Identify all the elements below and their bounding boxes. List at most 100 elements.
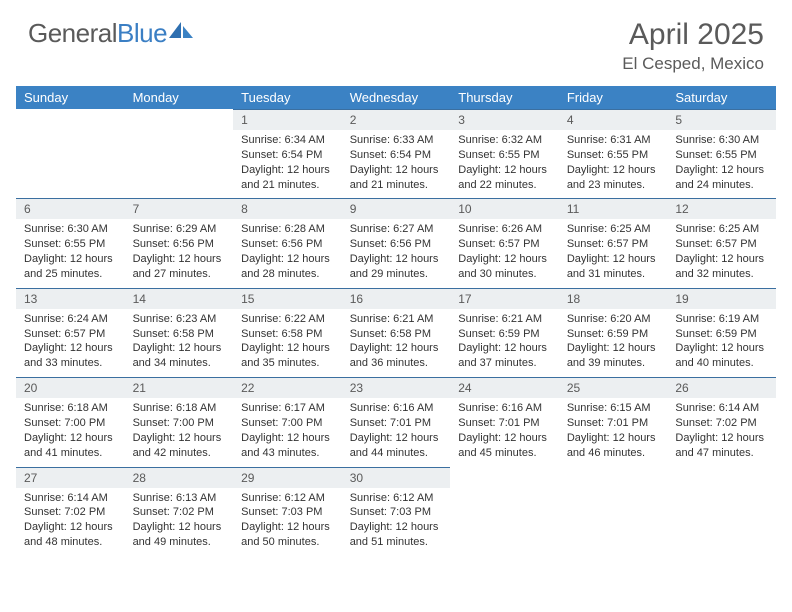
- calendar-cell: 10Sunrise: 6:26 AMSunset: 6:57 PMDayligh…: [450, 198, 559, 287]
- day-number: 28: [125, 467, 234, 488]
- logo-sail-icon: [167, 20, 195, 40]
- day-details: Sunrise: 6:18 AMSunset: 7:00 PMDaylight:…: [125, 398, 234, 466]
- weekday-header: Wednesday: [342, 86, 451, 109]
- logo: GeneralBlue: [28, 18, 195, 49]
- calendar-cell: 14Sunrise: 6:23 AMSunset: 6:58 PMDayligh…: [125, 288, 234, 377]
- calendar-cell: 20Sunrise: 6:18 AMSunset: 7:00 PMDayligh…: [16, 377, 125, 466]
- weekday-header-row: SundayMondayTuesdayWednesdayThursdayFrid…: [16, 86, 776, 109]
- weekday-header: Friday: [559, 86, 668, 109]
- day-details: Sunrise: 6:28 AMSunset: 6:56 PMDaylight:…: [233, 219, 342, 287]
- weekday-header: Tuesday: [233, 86, 342, 109]
- day-details: Sunrise: 6:21 AMSunset: 6:59 PMDaylight:…: [450, 309, 559, 377]
- day-number: 1: [233, 109, 342, 130]
- day-number: 6: [16, 198, 125, 219]
- day-number: 11: [559, 198, 668, 219]
- header: GeneralBlue April 2025 El Cesped, Mexico: [0, 0, 792, 82]
- day-number: 2: [342, 109, 451, 130]
- calendar-row: 6Sunrise: 6:30 AMSunset: 6:55 PMDaylight…: [16, 198, 776, 287]
- day-details: Sunrise: 6:23 AMSunset: 6:58 PMDaylight:…: [125, 309, 234, 377]
- day-details: Sunrise: 6:30 AMSunset: 6:55 PMDaylight:…: [667, 130, 776, 198]
- day-number: 21: [125, 377, 234, 398]
- day-number: 27: [16, 467, 125, 488]
- day-number: 17: [450, 288, 559, 309]
- calendar-cell: 29Sunrise: 6:12 AMSunset: 7:03 PMDayligh…: [233, 467, 342, 556]
- day-number: 13: [16, 288, 125, 309]
- calendar-body: 1Sunrise: 6:34 AMSunset: 6:54 PMDaylight…: [16, 109, 776, 556]
- calendar-cell: 2Sunrise: 6:33 AMSunset: 6:54 PMDaylight…: [342, 109, 451, 198]
- calendar-cell: 3Sunrise: 6:32 AMSunset: 6:55 PMDaylight…: [450, 109, 559, 198]
- calendar-cell: 28Sunrise: 6:13 AMSunset: 7:02 PMDayligh…: [125, 467, 234, 556]
- calendar-cell: 12Sunrise: 6:25 AMSunset: 6:57 PMDayligh…: [667, 198, 776, 287]
- calendar-cell: 16Sunrise: 6:21 AMSunset: 6:58 PMDayligh…: [342, 288, 451, 377]
- day-number: 18: [559, 288, 668, 309]
- day-number: 3: [450, 109, 559, 130]
- day-number: 5: [667, 109, 776, 130]
- calendar-row: 20Sunrise: 6:18 AMSunset: 7:00 PMDayligh…: [16, 377, 776, 466]
- day-details: Sunrise: 6:16 AMSunset: 7:01 PMDaylight:…: [342, 398, 451, 466]
- calendar-cell: 13Sunrise: 6:24 AMSunset: 6:57 PMDayligh…: [16, 288, 125, 377]
- day-details: Sunrise: 6:29 AMSunset: 6:56 PMDaylight:…: [125, 219, 234, 287]
- day-number: 7: [125, 198, 234, 219]
- calendar-cell: [667, 467, 776, 556]
- calendar-table: SundayMondayTuesdayWednesdayThursdayFrid…: [16, 86, 776, 556]
- month-title: April 2025: [622, 18, 764, 52]
- day-number: 20: [16, 377, 125, 398]
- calendar-cell: [559, 467, 668, 556]
- day-number: 24: [450, 377, 559, 398]
- weekday-header: Monday: [125, 86, 234, 109]
- calendar-cell: 26Sunrise: 6:14 AMSunset: 7:02 PMDayligh…: [667, 377, 776, 466]
- calendar-cell: 9Sunrise: 6:27 AMSunset: 6:56 PMDaylight…: [342, 198, 451, 287]
- day-details: Sunrise: 6:31 AMSunset: 6:55 PMDaylight:…: [559, 130, 668, 198]
- day-number: 23: [342, 377, 451, 398]
- day-number: 26: [667, 377, 776, 398]
- day-details: Sunrise: 6:26 AMSunset: 6:57 PMDaylight:…: [450, 219, 559, 287]
- day-details: Sunrise: 6:13 AMSunset: 7:02 PMDaylight:…: [125, 488, 234, 556]
- weekday-header: Thursday: [450, 86, 559, 109]
- calendar-cell: 27Sunrise: 6:14 AMSunset: 7:02 PMDayligh…: [16, 467, 125, 556]
- day-details: Sunrise: 6:25 AMSunset: 6:57 PMDaylight:…: [559, 219, 668, 287]
- calendar-row: 27Sunrise: 6:14 AMSunset: 7:02 PMDayligh…: [16, 467, 776, 556]
- day-details: Sunrise: 6:34 AMSunset: 6:54 PMDaylight:…: [233, 130, 342, 198]
- day-details: Sunrise: 6:16 AMSunset: 7:01 PMDaylight:…: [450, 398, 559, 466]
- weekday-header: Saturday: [667, 86, 776, 109]
- calendar-row: 13Sunrise: 6:24 AMSunset: 6:57 PMDayligh…: [16, 288, 776, 377]
- day-details: Sunrise: 6:19 AMSunset: 6:59 PMDaylight:…: [667, 309, 776, 377]
- logo-text: GeneralBlue: [28, 18, 167, 49]
- calendar-cell: 7Sunrise: 6:29 AMSunset: 6:56 PMDaylight…: [125, 198, 234, 287]
- calendar-cell: 18Sunrise: 6:20 AMSunset: 6:59 PMDayligh…: [559, 288, 668, 377]
- day-number: 8: [233, 198, 342, 219]
- day-details: Sunrise: 6:14 AMSunset: 7:02 PMDaylight:…: [667, 398, 776, 466]
- calendar-cell: 24Sunrise: 6:16 AMSunset: 7:01 PMDayligh…: [450, 377, 559, 466]
- logo-text-gray: General: [28, 18, 117, 48]
- calendar-cell: 8Sunrise: 6:28 AMSunset: 6:56 PMDaylight…: [233, 198, 342, 287]
- calendar-cell: 15Sunrise: 6:22 AMSunset: 6:58 PMDayligh…: [233, 288, 342, 377]
- day-details: Sunrise: 6:12 AMSunset: 7:03 PMDaylight:…: [342, 488, 451, 556]
- day-details: Sunrise: 6:17 AMSunset: 7:00 PMDaylight:…: [233, 398, 342, 466]
- day-number: 9: [342, 198, 451, 219]
- calendar-cell: 5Sunrise: 6:30 AMSunset: 6:55 PMDaylight…: [667, 109, 776, 198]
- day-details: Sunrise: 6:12 AMSunset: 7:03 PMDaylight:…: [233, 488, 342, 556]
- day-details: Sunrise: 6:24 AMSunset: 6:57 PMDaylight:…: [16, 309, 125, 377]
- calendar-cell: 22Sunrise: 6:17 AMSunset: 7:00 PMDayligh…: [233, 377, 342, 466]
- calendar-cell: 17Sunrise: 6:21 AMSunset: 6:59 PMDayligh…: [450, 288, 559, 377]
- calendar-cell: 21Sunrise: 6:18 AMSunset: 7:00 PMDayligh…: [125, 377, 234, 466]
- calendar-cell: [125, 109, 234, 198]
- day-number: 25: [559, 377, 668, 398]
- day-number: 10: [450, 198, 559, 219]
- day-number: 14: [125, 288, 234, 309]
- day-number: 4: [559, 109, 668, 130]
- day-details: Sunrise: 6:32 AMSunset: 6:55 PMDaylight:…: [450, 130, 559, 198]
- calendar-cell: 23Sunrise: 6:16 AMSunset: 7:01 PMDayligh…: [342, 377, 451, 466]
- day-details: Sunrise: 6:18 AMSunset: 7:00 PMDaylight:…: [16, 398, 125, 466]
- day-details: Sunrise: 6:33 AMSunset: 6:54 PMDaylight:…: [342, 130, 451, 198]
- day-number: 29: [233, 467, 342, 488]
- calendar-row: 1Sunrise: 6:34 AMSunset: 6:54 PMDaylight…: [16, 109, 776, 198]
- calendar-cell: 25Sunrise: 6:15 AMSunset: 7:01 PMDayligh…: [559, 377, 668, 466]
- weekday-header: Sunday: [16, 86, 125, 109]
- day-details: Sunrise: 6:20 AMSunset: 6:59 PMDaylight:…: [559, 309, 668, 377]
- calendar-cell: 1Sunrise: 6:34 AMSunset: 6:54 PMDaylight…: [233, 109, 342, 198]
- day-details: Sunrise: 6:30 AMSunset: 6:55 PMDaylight:…: [16, 219, 125, 287]
- day-details: Sunrise: 6:25 AMSunset: 6:57 PMDaylight:…: [667, 219, 776, 287]
- day-number: 22: [233, 377, 342, 398]
- day-details: Sunrise: 6:14 AMSunset: 7:02 PMDaylight:…: [16, 488, 125, 556]
